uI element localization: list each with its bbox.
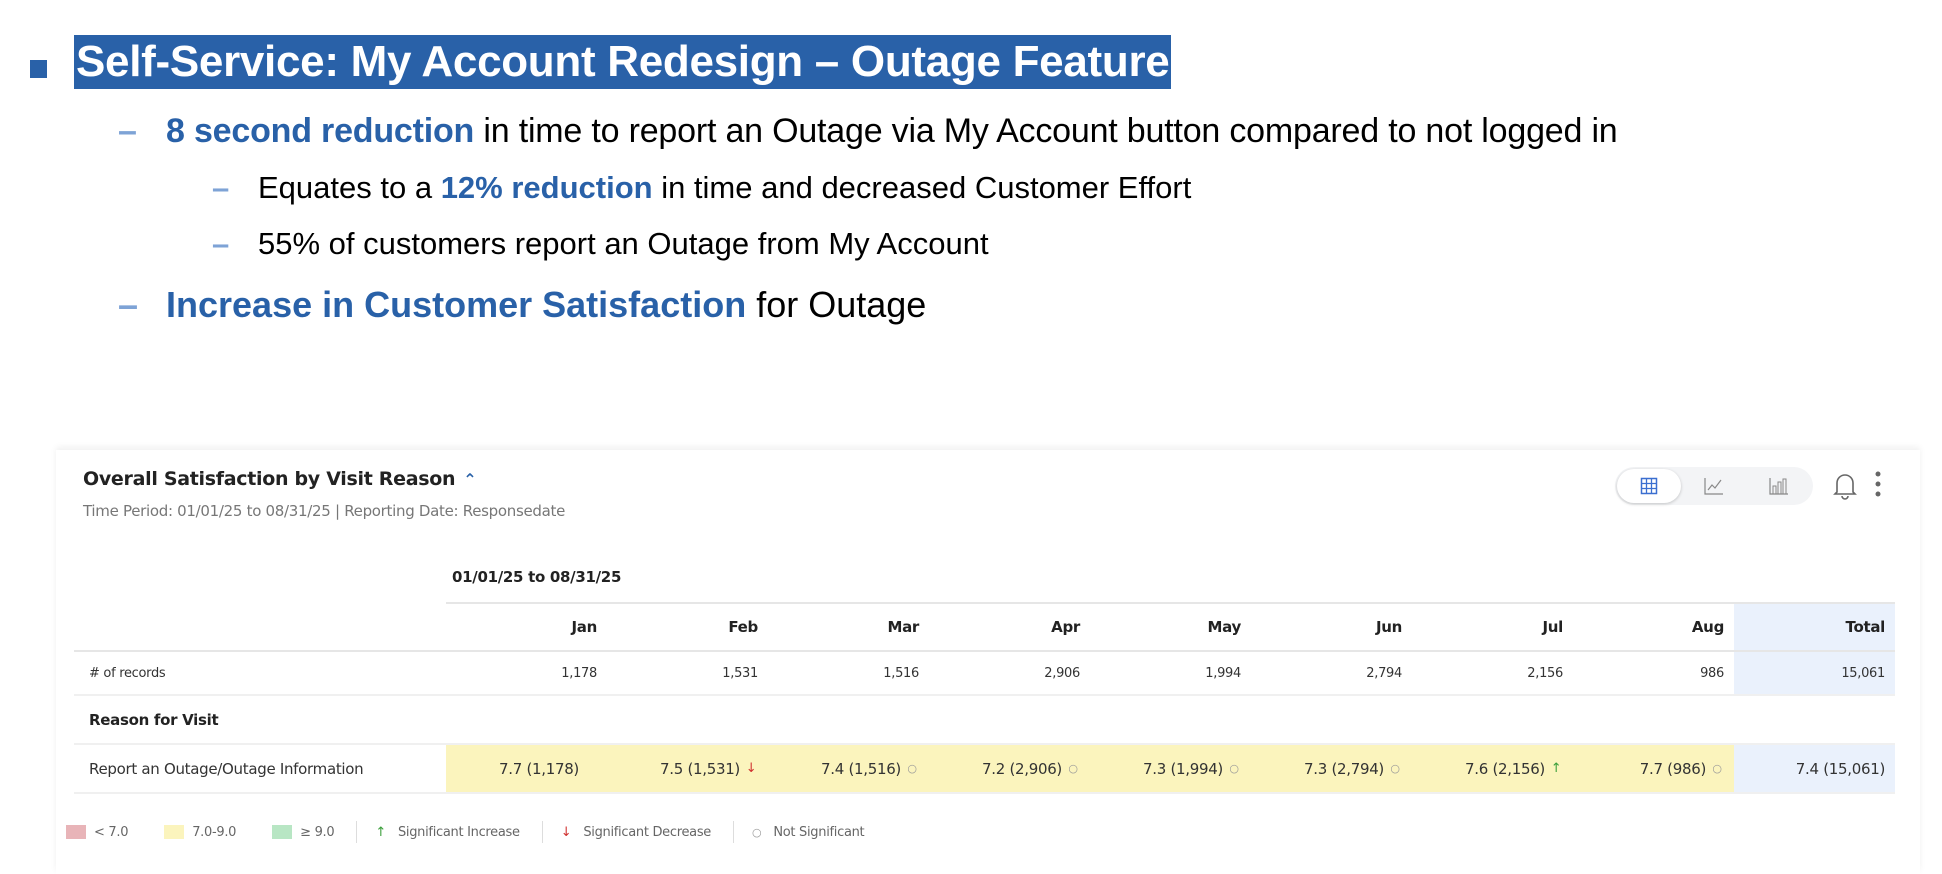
legend-label: < 7.0 bbox=[94, 824, 129, 840]
chevron-up-icon[interactable]: ⌃ bbox=[463, 470, 477, 489]
satisfaction-widget: Overall Satisfaction by Visit Reason ⌃ Ti… bbox=[56, 450, 1920, 874]
records-cell: 2,156 bbox=[1527, 665, 1563, 681]
dash-icon: – bbox=[118, 284, 139, 325]
score-value: 7.5 (1,531) bbox=[660, 759, 740, 778]
bullet-text: in time and decreased Customer Effort bbox=[652, 170, 1192, 205]
circle-icon: ○ bbox=[1068, 762, 1078, 775]
table-row: Report an Outage/Outage Information 7.7 … bbox=[74, 745, 1895, 794]
period-header: 01/01/25 to 08/31/25 bbox=[452, 568, 622, 586]
arrow-down-icon: ↓ bbox=[560, 824, 572, 840]
more-options-icon[interactable] bbox=[1874, 470, 1882, 502]
records-label: # of records bbox=[89, 665, 166, 681]
legend-swatch-high bbox=[272, 825, 293, 839]
bullet-square-icon bbox=[30, 60, 47, 78]
bullet-highlight: 8 second reduction bbox=[166, 112, 475, 150]
column-header: Apr bbox=[1051, 618, 1080, 636]
column-header: Jun bbox=[1375, 618, 1402, 636]
column-header: May bbox=[1207, 618, 1242, 636]
line-chart-icon bbox=[1704, 478, 1723, 495]
score-cell: 7.4 (1,516) ○ bbox=[768, 745, 929, 792]
score-value: 7.4 (15,061) bbox=[1795, 759, 1886, 778]
data-table: Jan Feb Mar Apr May Jun Jul Aug Total # of recor… bbox=[74, 602, 1895, 794]
records-cell: 1,531 bbox=[722, 665, 758, 681]
arrow-up-icon: ↑ bbox=[375, 824, 386, 840]
records-cell: 1,178 bbox=[561, 665, 597, 681]
column-header: Mar bbox=[887, 618, 919, 636]
circle-icon: ○ bbox=[752, 825, 762, 839]
circle-icon: ○ bbox=[1712, 762, 1722, 775]
bullet-highlight: 12% reduction bbox=[440, 170, 653, 205]
dash-icon: – bbox=[212, 226, 230, 261]
table-icon bbox=[1640, 477, 1658, 495]
bullet-highlight: Increase in Customer Satisfaction bbox=[166, 284, 747, 325]
divider bbox=[733, 821, 735, 843]
bullet-text: 55% of customers report an Outage from M… bbox=[258, 226, 989, 261]
line-chart-view-button[interactable] bbox=[1682, 469, 1746, 503]
legend-label: ≥ 9.0 bbox=[300, 824, 335, 840]
circle-icon: ○ bbox=[1229, 762, 1239, 775]
legend-label: 7.0-9.0 bbox=[192, 824, 237, 840]
legend-swatch-mid bbox=[164, 825, 185, 839]
dash-icon: – bbox=[212, 170, 230, 205]
legend: < 7.0 7.0-9.0 ≥ 9.0 ↑ Significant Increas… bbox=[66, 821, 886, 843]
records-cell: 15,061 bbox=[1734, 652, 1895, 694]
records-cell: 2,794 bbox=[1366, 665, 1402, 681]
bar-chart-icon bbox=[1769, 478, 1788, 495]
arrow-down-icon: ↓ bbox=[745, 761, 757, 776]
column-header: Jan bbox=[571, 618, 598, 636]
table-view-button[interactable] bbox=[1617, 469, 1681, 503]
widget-title[interactable]: Overall Satisfaction by Visit Reason ⌃ bbox=[83, 468, 477, 490]
score-cell: 7.3 (2,794) ○ bbox=[1251, 745, 1412, 792]
score-cell: 7.6 (2,156) ↑ bbox=[1412, 745, 1573, 792]
records-cell: 1,994 bbox=[1205, 665, 1241, 681]
widget-subtitle: Time Period: 01/01/25 to 08/31/25 | Repo… bbox=[83, 502, 566, 520]
score-value: 7.2 (2,906) bbox=[982, 759, 1062, 778]
score-cell: 7.3 (1,994) ○ bbox=[1090, 745, 1251, 792]
dash-icon: – bbox=[118, 112, 137, 150]
bullet-text: in time to report an Outage via My Accou… bbox=[474, 112, 1618, 150]
circle-icon: ○ bbox=[1390, 762, 1400, 775]
divider bbox=[541, 821, 543, 843]
column-header: Aug bbox=[1691, 618, 1724, 636]
view-toggle bbox=[1615, 467, 1813, 505]
legend-label: Not Significant bbox=[773, 824, 865, 840]
column-header: Total bbox=[1734, 604, 1895, 650]
records-cell: 2,906 bbox=[1044, 665, 1080, 681]
score-cell: 7.7 (1,178) bbox=[446, 745, 607, 792]
records-cell: 986 bbox=[1700, 665, 1724, 681]
score-value: 7.7 (986) bbox=[1639, 759, 1707, 778]
score-cell: 7.7 (986) ○ bbox=[1573, 745, 1734, 792]
bell-icon[interactable] bbox=[1832, 470, 1858, 504]
score-value: 7.6 (2,156) bbox=[1465, 759, 1545, 778]
records-row: # of records 1,178 1,531 1,516 2,906 1,994 2,… bbox=[74, 650, 1895, 696]
score-value: 7.4 (1,516) bbox=[821, 759, 901, 778]
bar-chart-view-button[interactable] bbox=[1747, 469, 1811, 503]
arrow-up-icon: ↑ bbox=[1550, 761, 1562, 776]
score-value: 7.7 (1,178) bbox=[499, 759, 579, 778]
legend-label: Significant Decrease bbox=[583, 824, 712, 840]
bullet-text: for Outage bbox=[746, 284, 927, 325]
bullet-text: Equates to a bbox=[258, 170, 441, 205]
score-value: 7.3 (2,794) bbox=[1304, 759, 1384, 778]
circle-icon: ○ bbox=[907, 762, 917, 775]
row-label: Report an Outage/Outage Information bbox=[89, 759, 364, 778]
column-header: Jul bbox=[1542, 618, 1563, 636]
slide-title: Self-Service: My Account Redesign – Outa… bbox=[74, 35, 1172, 89]
section-row: Reason for Visit bbox=[74, 696, 1895, 745]
legend-swatch-low bbox=[66, 825, 86, 839]
legend-label: Significant Increase bbox=[397, 824, 520, 840]
section-label: Reason for Visit bbox=[89, 710, 219, 729]
score-cell: 7.5 (1,531) ↓ bbox=[607, 745, 768, 792]
column-header: Feb bbox=[728, 618, 758, 636]
score-value: 7.3 (1,994) bbox=[1143, 759, 1223, 778]
records-cell: 1,516 bbox=[883, 665, 919, 681]
score-cell: 7.2 (2,906) ○ bbox=[929, 745, 1090, 792]
score-cell: 7.4 (15,061) bbox=[1734, 745, 1895, 792]
divider bbox=[356, 821, 358, 843]
table-header-row: Jan Feb Mar Apr May Jun Jul Aug Total bbox=[446, 602, 1895, 650]
